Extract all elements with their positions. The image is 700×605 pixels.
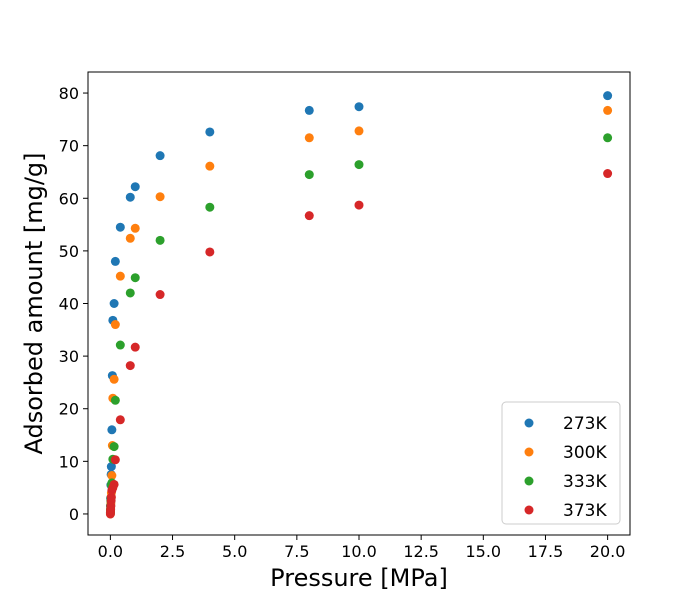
legend-label: 373K xyxy=(563,501,607,521)
y-axis-title: Adsorbed amount [mg/g] xyxy=(20,152,48,454)
y-tick-label: 30 xyxy=(59,347,79,366)
data-point xyxy=(304,105,314,115)
data-point xyxy=(125,288,135,298)
data-point xyxy=(110,256,120,266)
series-373K xyxy=(105,169,613,519)
data-point xyxy=(205,127,215,137)
x-tick-label: 0.0 xyxy=(98,542,123,561)
legend-marker xyxy=(524,505,534,515)
data-point xyxy=(115,222,125,232)
data-point xyxy=(354,200,364,210)
data-point xyxy=(304,211,314,221)
legend-marker xyxy=(524,447,534,457)
legend-marker xyxy=(524,418,534,428)
legend-label: 333K xyxy=(563,472,607,492)
data-point xyxy=(304,170,314,180)
legend: 273K 300K 333K 373K xyxy=(501,401,621,525)
data-point xyxy=(109,374,119,384)
data-point xyxy=(304,133,314,143)
x-tick-label: 7.5 xyxy=(284,542,309,561)
y-axis-ticks: 0 10 20 30 40 50 60 70 80 xyxy=(59,84,88,524)
x-tick-label: 15.0 xyxy=(465,542,501,561)
data-point xyxy=(155,235,165,245)
data-point xyxy=(130,223,140,233)
data-point xyxy=(354,102,364,112)
data-point xyxy=(155,192,165,202)
data-point xyxy=(603,105,613,115)
data-point xyxy=(354,160,364,170)
x-axis-title: Pressure [MPa] xyxy=(270,564,448,592)
data-point xyxy=(107,471,117,481)
data-point xyxy=(155,290,165,300)
data-point xyxy=(205,161,215,171)
data-point xyxy=(110,395,120,405)
legend-label: 273K xyxy=(563,414,607,434)
y-tick-label: 60 xyxy=(59,189,79,208)
data-point xyxy=(205,247,215,257)
legend-label: 300K xyxy=(563,443,607,463)
data-point xyxy=(130,342,140,352)
y-tick-label: 40 xyxy=(59,295,79,314)
y-tick-label: 50 xyxy=(59,242,79,261)
data-point xyxy=(106,492,116,502)
data-point xyxy=(109,479,119,489)
x-tick-label: 12.5 xyxy=(403,542,439,561)
y-tick-label: 10 xyxy=(59,452,79,471)
data-point xyxy=(130,182,140,192)
data-point xyxy=(110,455,120,465)
data-point xyxy=(354,126,364,136)
x-tick-label: 5.0 xyxy=(222,542,247,561)
x-axis-ticks: 0.0 2.5 5.0 7.5 10.0 12.5 15.0 17.5 20.0 xyxy=(98,535,626,561)
x-tick-label: 20.0 xyxy=(590,542,626,561)
data-point xyxy=(125,192,135,202)
x-tick-label: 10.0 xyxy=(341,542,377,561)
y-tick-label: 80 xyxy=(59,84,79,103)
data-point xyxy=(109,299,119,308)
data-point xyxy=(106,462,116,472)
y-tick-label: 20 xyxy=(59,400,79,419)
data-point xyxy=(603,91,613,101)
y-tick-label: 70 xyxy=(59,137,79,156)
data-point xyxy=(125,361,135,371)
data-point xyxy=(125,233,135,243)
legend-marker xyxy=(524,476,534,486)
data-point xyxy=(130,273,140,283)
data-point xyxy=(603,133,613,143)
data-point xyxy=(115,415,125,425)
legend-box xyxy=(501,401,621,525)
data-point xyxy=(107,425,117,435)
data-point xyxy=(109,442,119,452)
data-point xyxy=(115,271,125,281)
y-tick-label: 0 xyxy=(69,505,79,524)
data-point xyxy=(155,151,165,161)
data-points xyxy=(105,91,613,519)
data-point xyxy=(603,169,613,179)
data-point xyxy=(115,340,125,350)
x-tick-label: 2.5 xyxy=(160,542,185,561)
data-point xyxy=(110,320,120,330)
x-tick-label: 17.5 xyxy=(528,542,564,561)
data-point xyxy=(205,202,215,212)
